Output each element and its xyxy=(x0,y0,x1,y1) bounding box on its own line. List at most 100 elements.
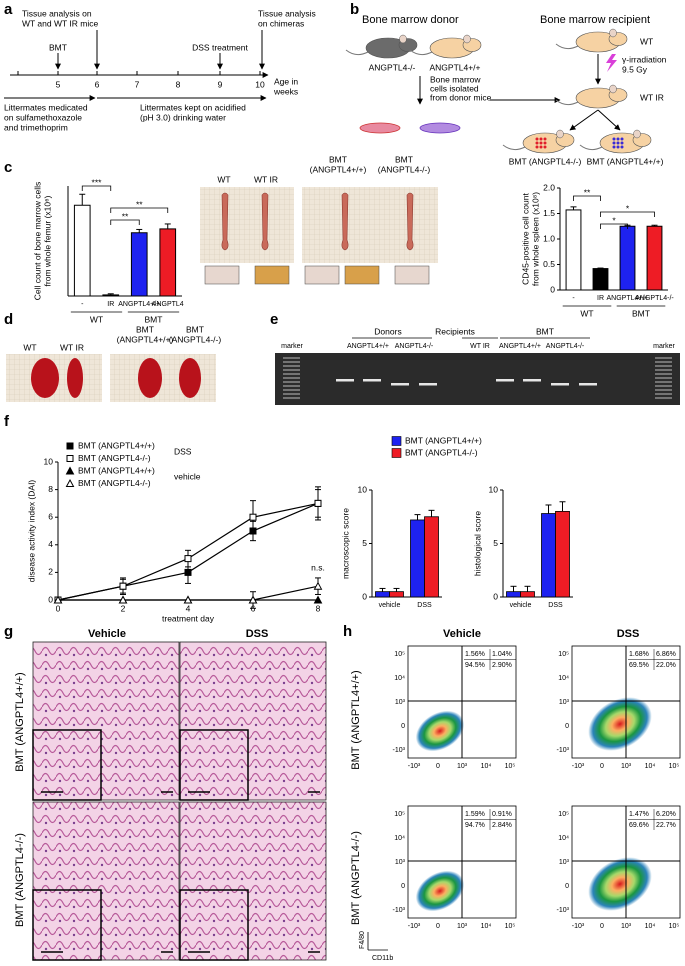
bm-dot xyxy=(612,137,616,141)
marker xyxy=(65,478,75,487)
y-tick-label: 8 xyxy=(48,484,53,494)
axis-label: from whole femur (x10⁶) xyxy=(42,195,52,286)
label: Littermates kept on acidified xyxy=(140,102,246,112)
spleen xyxy=(31,358,59,398)
label: WT xyxy=(640,36,653,46)
y-tick-label: 10³ xyxy=(395,859,406,866)
x-tick-label: ANGPTL4 xyxy=(152,301,184,308)
bm-dot xyxy=(612,141,616,145)
mouse-tail xyxy=(555,99,579,106)
label: ANGPTL4+/+ xyxy=(429,62,480,72)
label: from donor mice xyxy=(430,92,492,102)
group-label: WT xyxy=(580,308,593,318)
label: marker xyxy=(281,343,303,350)
label: WT xyxy=(23,342,36,352)
petri-dish xyxy=(419,122,461,134)
y-tick-label: 10 xyxy=(358,484,368,494)
x-tick-label: 10⁴ xyxy=(481,923,492,930)
panel-letter: a xyxy=(4,1,13,18)
significance-label: * xyxy=(626,203,630,213)
x-tick-label: IR xyxy=(107,301,114,308)
label: (pH 3.0) drinking water xyxy=(140,112,226,122)
label: on chimeras xyxy=(258,18,304,28)
significance-bracket xyxy=(573,195,601,201)
column-title: DSS xyxy=(246,628,269,640)
marker xyxy=(118,595,128,604)
tick-label: 5 xyxy=(56,79,61,89)
legend-swatch xyxy=(391,448,402,458)
bar xyxy=(555,510,570,598)
label: BMT xyxy=(329,154,347,164)
marker xyxy=(66,455,74,462)
bm-dot xyxy=(543,141,547,145)
thumbnail xyxy=(254,265,290,285)
label: BMT (ANGPTL4+/+) xyxy=(587,156,664,166)
mouse-tail xyxy=(409,49,433,56)
gel-band xyxy=(579,383,597,386)
bm-dot xyxy=(539,145,543,149)
group-label: BMT xyxy=(145,314,163,324)
quadrant-value: 2.90% xyxy=(492,662,512,669)
marker xyxy=(313,595,323,604)
label: Bone marrow xyxy=(430,74,481,84)
y-tick-label: 10 xyxy=(44,456,54,466)
legend-label: BMT (ANGPTL4+/+) xyxy=(78,465,155,475)
arrow xyxy=(569,109,599,131)
thumbnail xyxy=(304,265,340,285)
significance-label: ** xyxy=(122,211,129,221)
histology-inset xyxy=(179,729,249,801)
y-tick-label: 4 xyxy=(48,539,53,549)
bar xyxy=(565,209,582,291)
flow-density xyxy=(588,697,652,751)
x-tick-label: 8 xyxy=(316,603,321,613)
label: WT IR xyxy=(254,174,278,184)
panel-letter: f xyxy=(4,413,10,430)
bm-dot xyxy=(535,141,539,145)
bar xyxy=(646,225,663,291)
label: Tissue analysis xyxy=(258,8,316,18)
axis-label: Cell count of bone marrow cells xyxy=(32,182,42,301)
quadrant-value: 2.84% xyxy=(492,822,512,829)
bar xyxy=(102,294,120,297)
bm-dot xyxy=(612,145,616,149)
mouse-ear xyxy=(633,129,641,139)
y-tick-label: 10⁵ xyxy=(558,651,569,658)
significance-bracket xyxy=(600,211,655,217)
quadrant-value: 1.47% xyxy=(629,811,649,818)
bm-dot xyxy=(620,145,624,149)
marker xyxy=(184,555,192,563)
y-tick-label: 10³ xyxy=(395,699,406,706)
label: ANGPTL4-/- xyxy=(546,343,585,350)
y-tick-label: 10³ xyxy=(559,699,570,706)
bar xyxy=(375,591,390,598)
arrow xyxy=(597,109,621,131)
mouse-ear xyxy=(399,34,407,44)
label: WT IR xyxy=(640,92,664,102)
label: DSS treatment xyxy=(192,42,248,52)
legend-label: BMT (ANGPTL4+/+) xyxy=(78,440,155,450)
axis-label: histological score xyxy=(472,511,482,576)
legend-group: DSS xyxy=(174,446,192,456)
significance-bracket xyxy=(81,185,112,191)
x-tick-label: 10⁵ xyxy=(505,923,516,930)
x-tick-label: - xyxy=(572,295,575,302)
bar xyxy=(541,513,556,598)
legend-group: vehicle xyxy=(174,471,201,481)
bm-dot xyxy=(616,145,620,149)
gel-band xyxy=(523,379,541,382)
significance-bracket xyxy=(110,219,140,225)
marker xyxy=(65,466,75,475)
panel-letter: b xyxy=(350,1,359,18)
tick-label: 10 xyxy=(255,79,265,89)
panel-letter: e xyxy=(270,311,278,328)
flow-density xyxy=(588,857,652,911)
y-tick-label: 6 xyxy=(48,511,53,521)
marker xyxy=(248,595,258,604)
marker xyxy=(314,499,322,507)
label: BMT xyxy=(536,326,554,336)
label: WT IR xyxy=(60,342,84,352)
bar xyxy=(619,225,636,291)
significance-bracket xyxy=(110,207,169,213)
panel-letter: g xyxy=(4,623,13,640)
x-tick-label: 4 xyxy=(186,603,191,613)
